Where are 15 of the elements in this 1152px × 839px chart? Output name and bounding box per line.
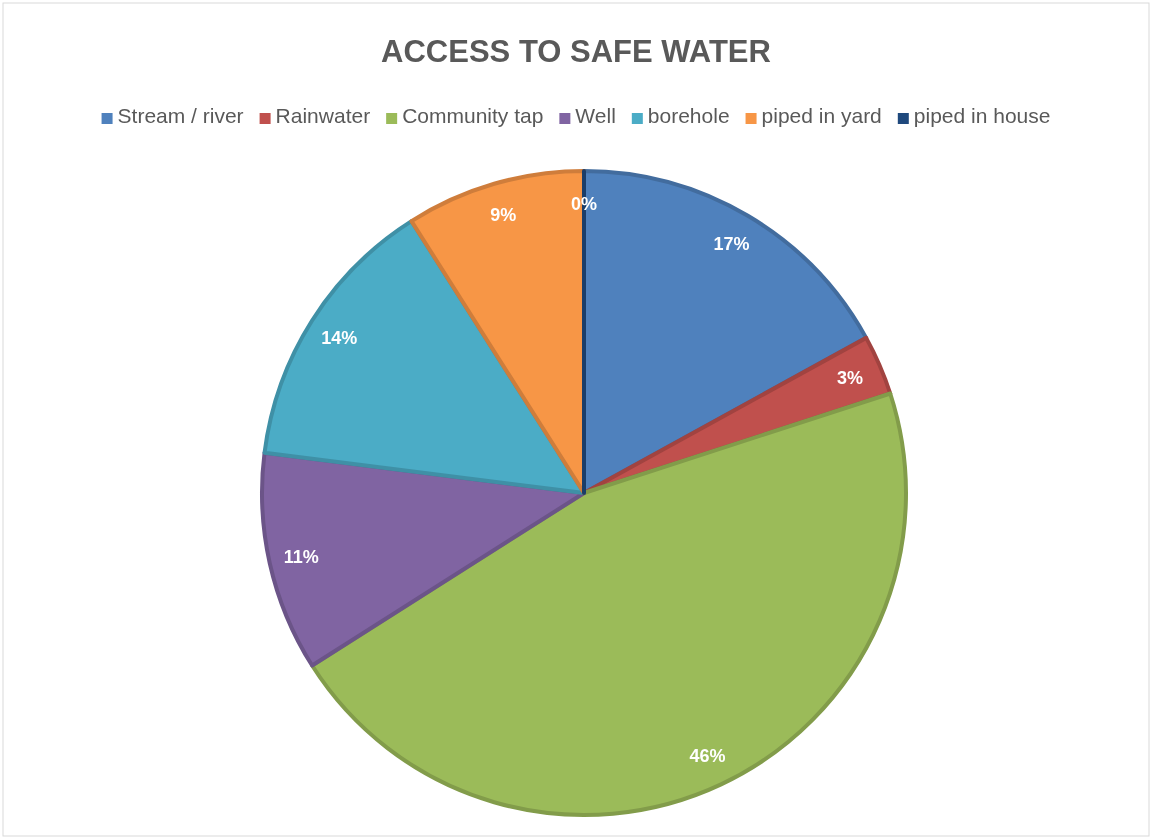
legend-label: Stream / river — [117, 104, 244, 127]
pie-slice — [260, 450, 586, 668]
legend-label: Community tap — [402, 104, 544, 127]
legend-label: piped in house — [913, 104, 1051, 127]
data-label: 46% — [689, 745, 726, 766]
legend-label: borehole — [647, 104, 730, 127]
chart-title: ACCESS TO SAFE WATER — [381, 34, 771, 69]
data-label: 14% — [321, 328, 358, 349]
legend-label: Well — [575, 104, 616, 127]
data-label: 17% — [713, 233, 750, 254]
data-label: 11% — [283, 546, 319, 567]
data-label: 9% — [490, 205, 517, 226]
data-label: 3% — [836, 368, 863, 389]
legend-label: piped in yard — [761, 104, 882, 127]
legend-label: Rainwater — [275, 104, 371, 127]
